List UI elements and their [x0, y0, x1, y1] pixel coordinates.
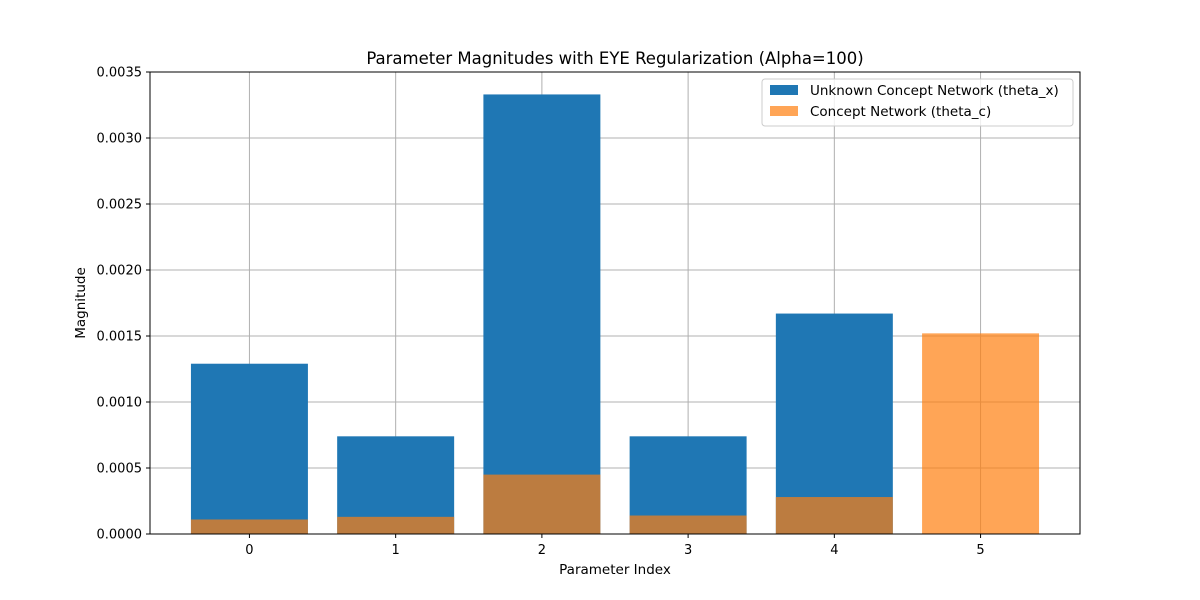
- series-theta-x-bars: [190, 94, 893, 534]
- y-tick-label: 0.0035: [97, 66, 143, 81]
- x-tick-label: 2: [538, 543, 546, 558]
- plot-frame: [149, 71, 1081, 535]
- bar: [922, 333, 1040, 534]
- x-tick-label: 4: [830, 543, 838, 558]
- y-tick-label: 0.0005: [97, 462, 143, 477]
- bar: [337, 516, 455, 534]
- y-axis-ticks: 0.0000 0.0005 0.0010 0.0015 0.0020 0.0025 0.00…: [97, 66, 150, 543]
- legend-label-theta-x: Unknown Concept Network (theta_x): [810, 83, 1059, 99]
- x-axis-ticks: 0 1 2 3 4 5: [245, 534, 985, 558]
- y-tick-label: 0.0025: [97, 198, 143, 213]
- y-tick-label: 0.0000: [97, 528, 143, 543]
- bar: [190, 363, 308, 534]
- legend-frame: [761, 78, 1074, 127]
- bar: [483, 474, 601, 534]
- bar: [190, 519, 308, 534]
- legend-label-theta-c: Concept Network (theta_c): [810, 104, 991, 120]
- x-tick-label: 1: [392, 543, 400, 558]
- x-tick-label: 5: [976, 543, 984, 558]
- series-theta-c-bars: [190, 333, 1040, 534]
- legend-swatch-theta-c: [770, 106, 798, 116]
- y-tick-label: 0.0010: [97, 396, 143, 411]
- legend: Unknown Concept Network (theta_x) Concep…: [761, 78, 1074, 127]
- bar: [483, 94, 601, 534]
- x-tick-label: 0: [245, 543, 253, 558]
- bar: [775, 497, 893, 534]
- y-tick-label: 0.0030: [97, 132, 143, 147]
- x-tick-label: 3: [684, 543, 692, 558]
- legend-swatch-theta-x: [770, 85, 798, 95]
- chart-title: Parameter Magnitudes with EYE Regulariza…: [366, 49, 863, 68]
- y-tick-label: 0.0015: [97, 330, 143, 345]
- y-tick-label: 0.0020: [97, 264, 143, 279]
- x-axis-label: Parameter Index: [559, 562, 671, 578]
- y-axis-label: Magnitude: [73, 267, 89, 339]
- bar: [629, 515, 747, 534]
